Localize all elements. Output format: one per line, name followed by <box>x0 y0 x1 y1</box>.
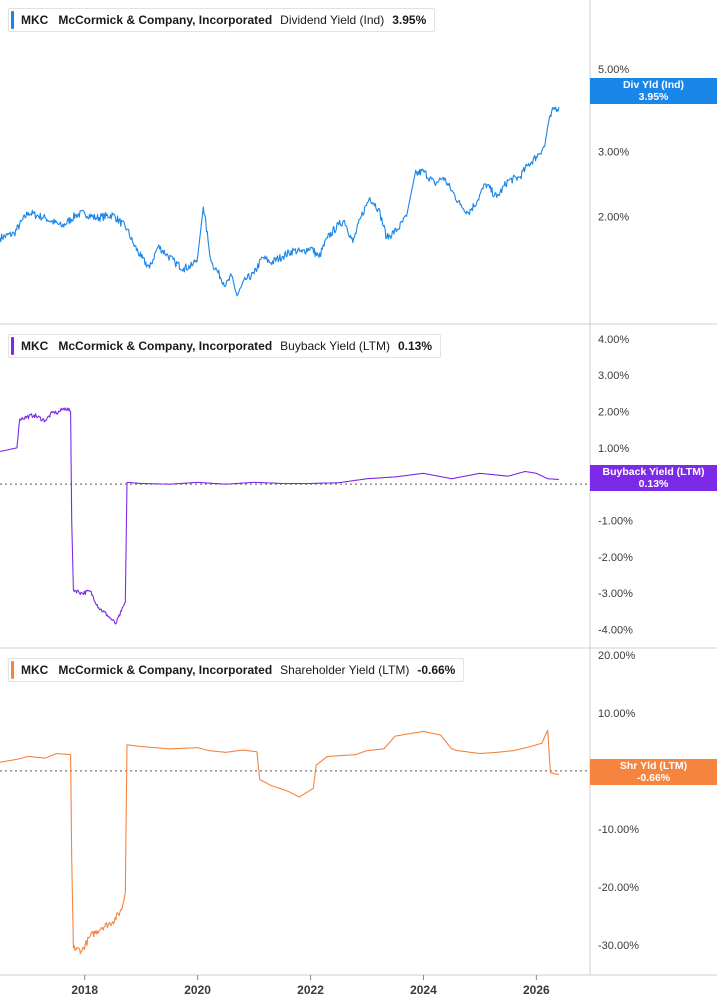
y-tick-label: -30.00% <box>598 940 639 952</box>
series-line-1 <box>0 407 559 625</box>
series-lines <box>0 106 560 955</box>
y-tick-label: 3.00% <box>598 370 629 382</box>
legend-value: 3.95% <box>392 13 427 27</box>
x-tick-label: 2022 <box>297 983 324 997</box>
legend-shareholder-yield[interactable]: MKC McCormick & Company, Incorporated Sh… <box>8 658 465 682</box>
x-axis-ticks: 2018 2020 2022 2024 2026 <box>71 975 550 997</box>
y-tick-label: -20.00% <box>598 882 639 894</box>
tag-label: Shr Yld (LTM) <box>619 760 688 772</box>
series-line-2 <box>0 729 560 955</box>
y-tick-label: 2.00% <box>598 211 629 223</box>
legend-value: 0.13% <box>397 339 433 353</box>
legend-company: McCormick & Company, Incorporated <box>58 339 273 353</box>
legend-metric: Dividend Yield (Ind) <box>280 13 385 27</box>
tag-value: 0.13% <box>638 478 669 490</box>
tag-value: 3.95% <box>638 91 669 103</box>
x-tick-label: 2020 <box>184 983 211 997</box>
legend-company: McCormick & Company, Incorporated <box>58 13 273 27</box>
x-tick-label: 2026 <box>523 983 550 997</box>
legend-company: McCormick & Company, Incorporated <box>58 663 273 677</box>
series-line-0 <box>0 106 560 297</box>
x-tick-label: 2018 <box>71 983 98 997</box>
tag-value: -0.66% <box>636 772 671 784</box>
legend-value: -0.66% <box>417 663 456 677</box>
current-value-tag-dividend: Div Yld (Ind) 3.95% <box>590 78 717 104</box>
legend-ticker: MKC <box>21 339 49 353</box>
legend-ticker: MKC <box>21 663 49 677</box>
series-color-swatch <box>11 337 14 355</box>
y-tick-label: 2.00% <box>598 407 629 419</box>
zero-lines <box>0 483 590 772</box>
y-tick-label: 10.00% <box>598 708 636 720</box>
y-tick-label: -4.00% <box>598 624 633 636</box>
y-tick-label: 1.00% <box>598 443 629 455</box>
series-color-swatch <box>11 11 14 29</box>
y-tick-label: -1.00% <box>598 516 633 528</box>
legend-ticker: MKC <box>21 13 49 27</box>
legend-metric: Shareholder Yield (LTM) <box>280 663 410 677</box>
y-tick-label: -10.00% <box>598 824 639 836</box>
current-value-tag-buyback: Buyback Yield (LTM) 0.13% <box>590 465 717 491</box>
legend-buyback-yield[interactable]: MKC McCormick & Company, Incorporated Bu… <box>8 334 442 358</box>
y-tick-label: 5.00% <box>598 64 629 76</box>
y-axis-ticks: 5.00%3.00%2.00%4.00%3.00%2.00%1.00%0.00%… <box>598 64 639 952</box>
y-tick-label: -2.00% <box>598 552 633 564</box>
legend-dividend-yield[interactable]: MKC McCormick & Company, Incorporated Di… <box>8 8 436 32</box>
y-tick-label: 20.00% <box>598 650 636 662</box>
current-value-tag-shareholder: Shr Yld (LTM) -0.66% <box>590 759 717 785</box>
y-tick-label: -3.00% <box>598 588 633 600</box>
y-tick-label: 4.00% <box>598 334 629 346</box>
legend-metric: Buyback Yield (LTM) <box>280 339 390 353</box>
x-tick-label: 2024 <box>410 983 437 997</box>
series-color-swatch <box>11 661 14 679</box>
tag-label: Div Yld (Ind) <box>622 79 685 91</box>
tag-label: Buyback Yield (LTM) <box>602 466 705 478</box>
y-tick-label: 3.00% <box>598 146 629 158</box>
